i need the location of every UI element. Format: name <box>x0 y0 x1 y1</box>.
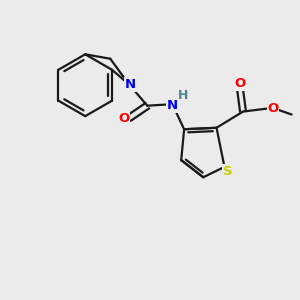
Text: S: S <box>223 165 232 178</box>
Text: O: O <box>267 102 279 115</box>
Text: H: H <box>178 89 188 102</box>
Text: N: N <box>125 78 136 91</box>
Text: N: N <box>167 99 178 112</box>
Text: O: O <box>118 112 129 124</box>
Text: O: O <box>235 77 246 90</box>
